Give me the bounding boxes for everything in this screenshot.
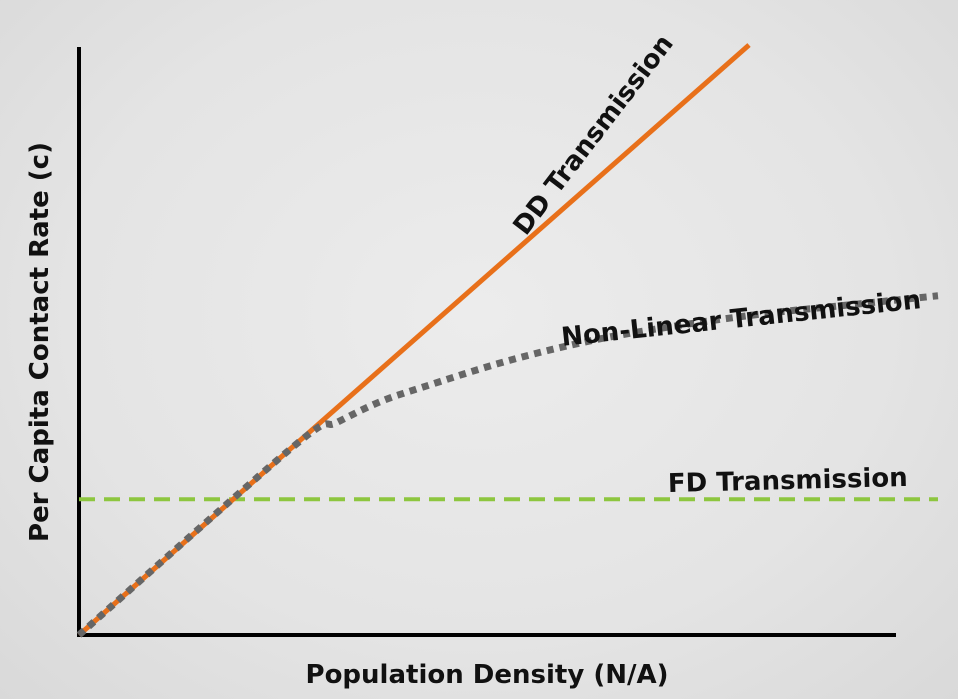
series-label-non-linear-transmission: Non-Linear Transmission (560, 285, 923, 353)
series-label-dd-transmission: DD Transmission (508, 29, 680, 241)
series-labels: DD Transmission Non-Linear Transmission FD… (508, 29, 923, 499)
x-axis-label: Population Density (N/A) (306, 660, 669, 690)
y-axis-label: Per Capita Contact Rate (c) (25, 142, 55, 542)
series-lines (76, 43, 939, 638)
series-label-fd-transmission: FD Transmission (668, 463, 909, 499)
